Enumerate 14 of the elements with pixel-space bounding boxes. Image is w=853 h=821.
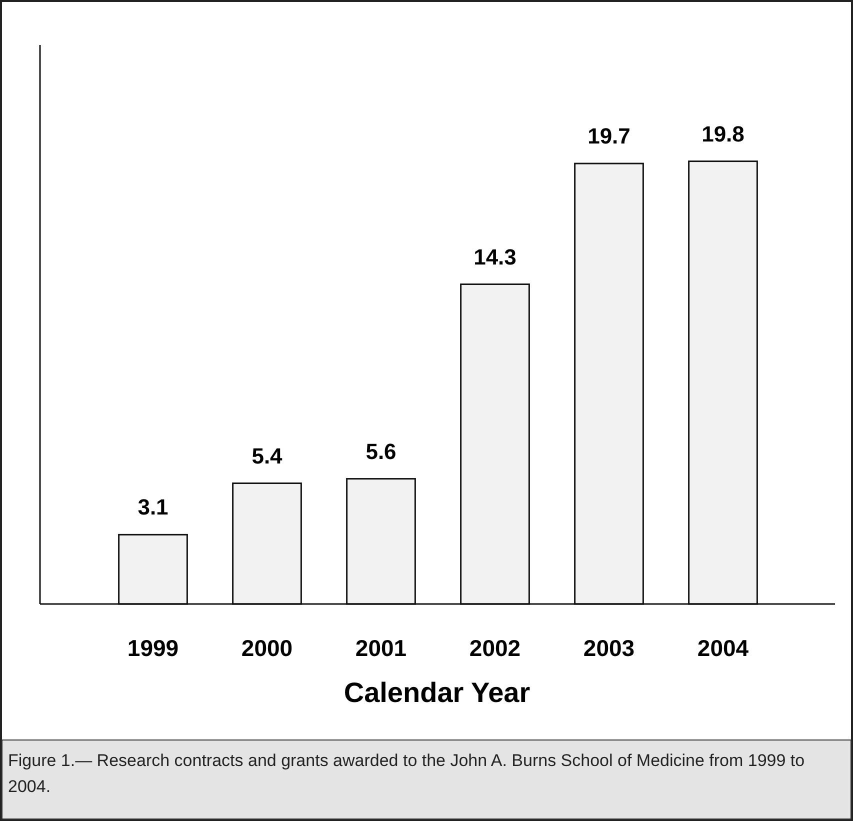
caption: Figure 1.— Research contracts and grants awarded to the John A. Burns School of Medicine from 1999 to 2004. bbox=[8, 750, 806, 798]
data-label: 5.6 bbox=[366, 438, 396, 464]
x-tick-label: 2002 bbox=[469, 635, 521, 661]
x-tick-label: 1999 bbox=[127, 635, 179, 661]
data-label: 19.8 bbox=[702, 121, 744, 146]
x-tick-label: 2001 bbox=[355, 635, 407, 661]
data-label: 3.1 bbox=[138, 494, 168, 520]
data-label: 14.3 bbox=[474, 244, 516, 270]
x-axis-title: Calendar Year bbox=[344, 677, 530, 708]
data-label: 19.7 bbox=[588, 124, 630, 149]
x-tick-label: 2004 bbox=[697, 635, 749, 661]
x-tick-label: 2003 bbox=[583, 635, 635, 661]
x-tick-label: 2000 bbox=[241, 635, 293, 661]
data-label: 5.4 bbox=[252, 443, 284, 468]
